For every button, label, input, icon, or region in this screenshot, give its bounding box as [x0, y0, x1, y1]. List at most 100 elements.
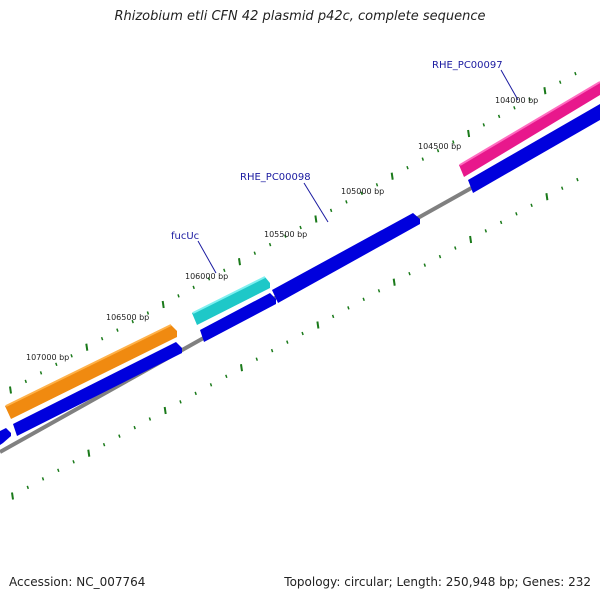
minor-tick — [209, 383, 213, 387]
minor-tick — [253, 251, 257, 255]
accession-text: Accession: NC_007764 — [9, 575, 146, 589]
minor-tick — [100, 336, 104, 341]
major-tick — [314, 215, 318, 223]
bp-label-105500: 105500 bp — [264, 230, 307, 239]
minor-tick — [301, 331, 304, 336]
minor-tick — [482, 123, 486, 127]
major-tick — [163, 406, 167, 415]
minor-tick — [375, 183, 379, 187]
minor-tick — [284, 234, 287, 238]
minor-tick — [513, 106, 516, 110]
bp-label-104500: 104500 bp — [418, 142, 461, 151]
minor-tick — [362, 297, 365, 302]
minor-tick — [530, 203, 533, 208]
cds-feature[interactable] — [13, 342, 182, 436]
minor-tick — [423, 263, 427, 267]
major-tick — [545, 193, 549, 201]
major-tick — [11, 492, 14, 500]
gene-label-rhe-pc00097[interactable]: RHE_PC00097 — [432, 60, 503, 71]
minor-tick — [360, 191, 363, 196]
minor-tick — [24, 379, 28, 384]
minor-tick — [484, 229, 488, 233]
minor-tick — [255, 357, 259, 361]
minor-tick — [377, 289, 381, 293]
tick-marks — [9, 71, 579, 500]
minor-tick — [299, 225, 302, 230]
minor-tick — [72, 460, 75, 464]
map-title: Rhizobium etli CFN 42 plasmid p42c, comp… — [114, 9, 486, 24]
minor-tick — [57, 468, 60, 473]
minor-tick — [131, 319, 134, 324]
bp-label-105000: 105000 bp — [341, 187, 384, 196]
minor-tick — [26, 485, 30, 490]
minor-tick — [574, 71, 577, 76]
minor-tick — [192, 285, 195, 290]
minor-tick — [406, 165, 409, 170]
major-tick — [238, 258, 241, 266]
minor-tick — [225, 374, 228, 379]
minor-tick — [270, 348, 274, 353]
minor-tick — [179, 400, 182, 404]
gene-feature-pink[interactable] — [459, 82, 600, 177]
major-tick — [467, 129, 471, 138]
minor-tick — [102, 442, 106, 447]
minor-tick — [329, 208, 333, 213]
cds-feature[interactable] — [272, 213, 420, 303]
cds-feature[interactable] — [0, 428, 11, 445]
minor-tick — [499, 220, 503, 225]
major-tick — [87, 449, 91, 457]
cds-feature[interactable] — [468, 104, 600, 193]
major-tick — [469, 235, 473, 244]
minor-tick — [436, 148, 440, 153]
gene-feature-orange[interactable] — [5, 325, 177, 419]
minor-tick — [528, 97, 531, 102]
major-tick — [316, 321, 320, 329]
minor-tick — [41, 477, 45, 481]
minor-tick — [438, 254, 442, 259]
bp-label-107000: 107000 bp — [26, 353, 69, 362]
minor-tick — [497, 114, 501, 119]
minor-tick — [70, 354, 73, 358]
minor-tick — [452, 140, 455, 144]
major-tick — [9, 386, 12, 394]
minor-tick — [55, 362, 58, 367]
minor-tick — [39, 371, 43, 375]
minor-tick — [268, 242, 272, 247]
minor-tick — [146, 311, 150, 315]
minor-tick — [345, 200, 348, 204]
bp-label-106500: 106500 bp — [106, 313, 149, 322]
major-tick — [85, 343, 89, 351]
bp-label-106000: 106000 bp — [185, 272, 228, 281]
major-tick — [240, 364, 243, 372]
gene-feature-cyan[interactable] — [192, 277, 270, 325]
genome-summary-text: Topology: circular; Length: 250,948 bp; … — [284, 575, 591, 589]
minor-tick — [133, 425, 136, 430]
minor-tick — [194, 391, 197, 396]
gene-label-rhe-pc00098[interactable]: RHE_PC00098 — [240, 172, 311, 183]
major-tick — [543, 87, 547, 95]
minor-tick — [560, 186, 564, 190]
minor-tick — [116, 328, 119, 332]
minor-tick — [331, 314, 335, 319]
gene-edge — [5, 324, 172, 407]
gene-label-fucuc[interactable]: fucUc — [171, 231, 199, 242]
major-tick — [390, 172, 394, 180]
bp-label-104000: 104000 bp — [495, 96, 538, 105]
cds-feature[interactable] — [200, 293, 276, 342]
label-leader-line — [500, 69, 519, 101]
minor-tick — [177, 294, 180, 298]
label-leader-line — [303, 182, 329, 223]
minor-tick — [347, 306, 350, 310]
minor-tick — [207, 277, 211, 281]
minor-tick — [408, 271, 411, 276]
major-tick — [161, 300, 165, 309]
gene-edge — [192, 276, 266, 314]
minor-tick — [286, 340, 289, 344]
minor-tick — [515, 212, 518, 216]
minor-tick — [576, 177, 579, 182]
gene-edge — [459, 81, 600, 166]
minor-tick — [454, 246, 457, 250]
cds-features — [0, 104, 600, 445]
